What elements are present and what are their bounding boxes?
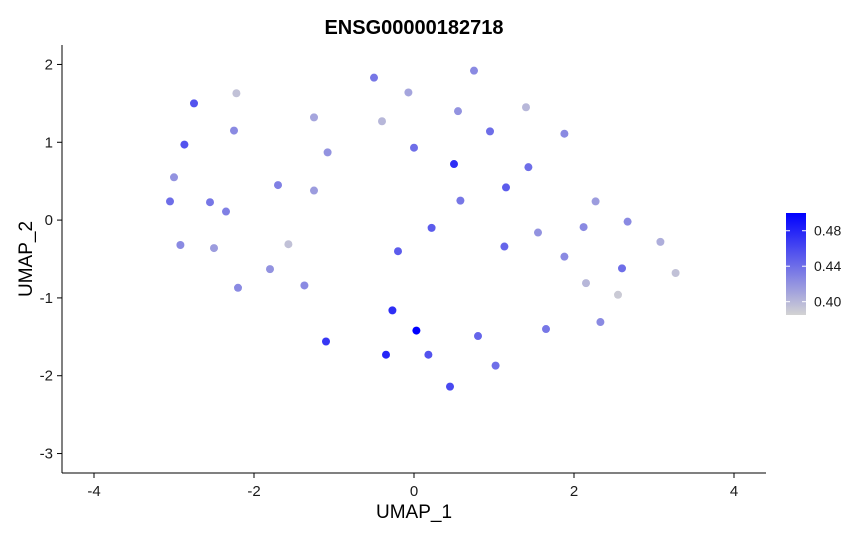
- data-point: [671, 269, 680, 278]
- data-point: [486, 127, 494, 136]
- data-point: [450, 160, 458, 169]
- data-point: [474, 332, 482, 341]
- x-tick-label: 4: [730, 483, 738, 500]
- data-point: [596, 318, 605, 327]
- data-point: [170, 173, 178, 182]
- data-point: [206, 198, 214, 207]
- data-point: [404, 88, 413, 97]
- data-point: [446, 382, 454, 391]
- x-tick-label: 2: [570, 483, 578, 500]
- data-point: [470, 66, 478, 75]
- data-point: [502, 183, 510, 192]
- data-point: [560, 252, 569, 261]
- data-point: [542, 325, 550, 334]
- y-tick-label: 2: [45, 56, 53, 73]
- data-point: [582, 279, 590, 288]
- data-point: [166, 197, 174, 206]
- data-point: [274, 181, 282, 190]
- data-point: [524, 163, 533, 172]
- data-point: [424, 350, 433, 359]
- data-point: [618, 264, 626, 273]
- scatter-points: [166, 66, 680, 391]
- y-tick-label: -1: [40, 290, 53, 307]
- data-point: [456, 196, 465, 205]
- x-tick-label: -2: [247, 483, 260, 500]
- y-tick-label: -2: [40, 368, 53, 385]
- data-point: [232, 89, 241, 98]
- data-point: [427, 223, 436, 232]
- data-point: [300, 281, 309, 290]
- data-point: [656, 237, 665, 246]
- data-point: [394, 247, 402, 256]
- color-legend: 0.40 0.44 0.48: [786, 213, 841, 315]
- data-point: [180, 140, 189, 149]
- data-point: [500, 242, 509, 251]
- data-point: [284, 240, 293, 249]
- legend-colorbar: [786, 213, 806, 315]
- data-point: [210, 244, 218, 253]
- x-tick-label: -4: [87, 483, 100, 500]
- data-point: [230, 126, 238, 135]
- data-point: [190, 99, 198, 108]
- data-point: [454, 107, 462, 116]
- chart-title: ENSG00000182718: [324, 17, 503, 39]
- data-point: [378, 117, 386, 126]
- legend-tick-label: 0.40: [814, 294, 841, 310]
- data-point: [614, 290, 622, 299]
- y-tick-label: -3: [40, 446, 53, 463]
- data-point: [234, 283, 242, 292]
- data-point: [310, 113, 318, 122]
- data-point: [266, 265, 274, 274]
- data-point: [623, 217, 632, 226]
- x-axis-label: UMAP_1: [376, 502, 452, 523]
- data-point: [560, 129, 569, 138]
- data-point: [222, 207, 230, 216]
- data-point: [382, 350, 390, 359]
- y-axis-ticks: -3 -2 -1 0 1 2: [40, 56, 62, 463]
- data-point: [579, 223, 588, 232]
- data-point: [370, 73, 378, 82]
- y-tick-label: 0: [45, 212, 53, 229]
- data-point: [522, 103, 530, 112]
- data-point: [491, 361, 500, 370]
- data-point: [534, 228, 542, 237]
- legend-tick-label: 0.44: [814, 258, 841, 274]
- data-point: [322, 337, 330, 346]
- data-point: [323, 148, 332, 157]
- data-point: [388, 306, 397, 315]
- data-point: [410, 143, 418, 152]
- data-point: [176, 240, 185, 249]
- y-tick-label: 1: [45, 134, 53, 151]
- data-point: [412, 326, 421, 335]
- y-axis-label: UMAP_2: [16, 221, 37, 297]
- x-tick-label: 0: [410, 483, 418, 500]
- legend-tick-label: 0.48: [814, 223, 841, 239]
- x-axis-ticks: -4 -2 0 2 4: [87, 473, 738, 500]
- data-point: [591, 197, 600, 206]
- data-point: [310, 186, 318, 195]
